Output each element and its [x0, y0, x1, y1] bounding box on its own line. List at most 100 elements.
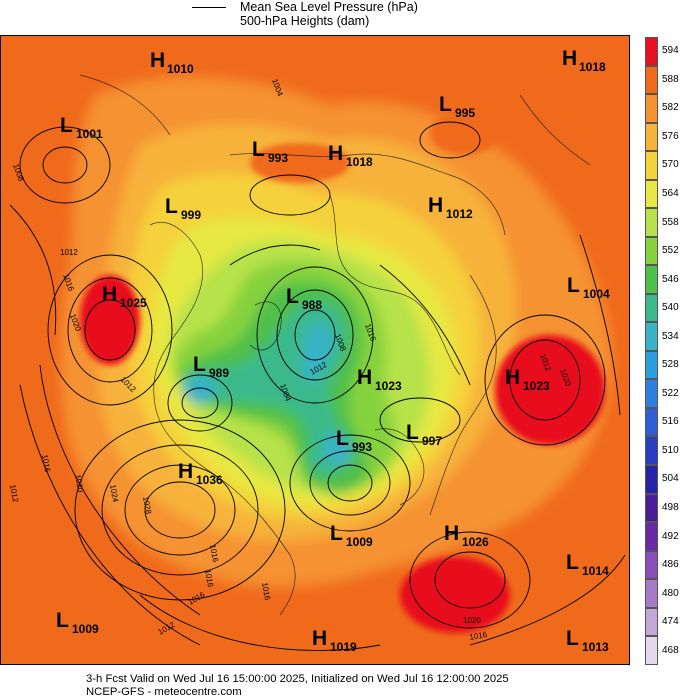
colorbar-cell — [645, 607, 658, 637]
colorbar-cell — [645, 265, 658, 294]
pressure-center-high: H 1019 — [312, 627, 357, 654]
svg-text:993: 993 — [268, 151, 288, 165]
colorbar-cell — [645, 636, 658, 665]
svg-text:1010: 1010 — [167, 62, 194, 76]
pressure-center-low: L 1001 — [60, 114, 103, 141]
isobar-label: 1016 — [469, 630, 489, 642]
pressure-center-low: L 1013 — [566, 627, 609, 654]
colorbar-cell — [645, 522, 658, 551]
isobar-label: 1016 — [260, 582, 272, 602]
svg-text:L: L — [286, 285, 299, 308]
isobar-label: 1012 — [60, 248, 78, 257]
svg-text:H: H — [178, 460, 193, 483]
pressure-center-high: H 1036 — [178, 460, 223, 487]
svg-text:1004: 1004 — [583, 287, 610, 301]
pressure-center-high: H 1018 — [328, 142, 373, 169]
colorbar-level-label: 504 — [662, 473, 679, 485]
isobar-label: 1016 — [208, 544, 220, 564]
colorbar-cell — [645, 379, 658, 408]
colorbar-cell — [645, 464, 658, 494]
svg-text:H: H — [428, 194, 443, 217]
legend-isobar-label: Mean Sea Level Pressure (hPa) — [240, 0, 418, 14]
isobar-label: 1012 — [8, 484, 20, 504]
colorbar-cell — [645, 493, 658, 523]
pressure-center-high: H 1025 — [102, 283, 147, 310]
isobar-label: 1028 — [141, 496, 153, 516]
weather-map: 1008 1004 1012 1016 1020 1012 1016 1020 … — [0, 35, 630, 665]
colorbar-cell — [645, 550, 658, 580]
colorbar-cell — [645, 151, 658, 180]
colorbar-level-label: 588 — [662, 73, 679, 85]
source-credit-text: NCEP-GFS - meteocentre.com — [86, 686, 242, 698]
svg-text:L: L — [336, 427, 349, 450]
colorbar-level-label: 552 — [662, 245, 679, 257]
pressure-center-low: L 993 — [336, 427, 372, 454]
svg-text:995: 995 — [455, 106, 475, 120]
isobar-line-sample — [192, 7, 226, 8]
pressure-center-high: H 1018 — [562, 47, 606, 74]
svg-text:988: 988 — [302, 298, 322, 312]
colorbar-cell — [645, 208, 658, 237]
svg-text:999: 999 — [181, 208, 201, 222]
colorbar-level-label: 576 — [662, 130, 679, 142]
svg-text:1013: 1013 — [582, 640, 609, 654]
colorbar-level-label: 486 — [662, 559, 679, 571]
svg-text:L: L — [330, 522, 343, 545]
svg-text:L: L — [566, 627, 579, 650]
high-height-areas — [80, 111, 605, 633]
svg-text:H: H — [357, 366, 372, 389]
colorbar-cell — [645, 436, 658, 465]
svg-text:H: H — [312, 627, 327, 650]
pressure-center-low: L 1009 — [56, 609, 99, 636]
coastlines — [79, 74, 591, 616]
svg-text:1009: 1009 — [72, 622, 99, 636]
pressure-center-low: L 1009 — [330, 522, 373, 549]
svg-text:L: L — [165, 195, 178, 218]
colorbar-level-label: 480 — [662, 587, 679, 599]
pressure-center-high: H 1026 — [444, 522, 489, 549]
svg-text:1026: 1026 — [462, 535, 489, 549]
colorbar-cell — [645, 322, 658, 351]
colorbar-cell — [645, 407, 658, 437]
forecast-valid-text: 3-h Fcst Valid on Wed Jul 16 15:00:00 20… — [86, 673, 509, 685]
colorbar-level-label: 540 — [662, 302, 679, 314]
svg-text:1023: 1023 — [375, 379, 402, 393]
pressure-center-low: L 988 — [286, 285, 322, 312]
colorbar-level-label: 546 — [662, 273, 679, 285]
pressure-center-low: L 993 — [252, 138, 288, 165]
svg-text:1009: 1009 — [346, 535, 373, 549]
colorbar-level-label: 516 — [662, 416, 679, 428]
pressure-center-low: L 999 — [165, 195, 201, 222]
colorbar-cell — [645, 293, 658, 323]
svg-text:L: L — [566, 551, 579, 574]
svg-text:1036: 1036 — [196, 473, 223, 487]
svg-text:993: 993 — [352, 440, 372, 454]
colorbar-level-label: 474 — [662, 616, 679, 628]
colorbar-cell — [645, 37, 658, 66]
svg-text:L: L — [439, 93, 452, 116]
svg-text:L: L — [406, 421, 419, 444]
colorbar-level-label: 558 — [662, 216, 679, 228]
colorbar-level-label: 492 — [662, 530, 679, 542]
colorbar-level-label: 510 — [662, 444, 679, 456]
svg-text:H: H — [150, 49, 165, 72]
colorbar-level-label: 534 — [662, 330, 679, 342]
svg-text:1025: 1025 — [120, 296, 147, 310]
svg-text:H: H — [562, 47, 577, 70]
svg-text:H: H — [444, 522, 459, 545]
map-frame — [0, 35, 630, 665]
svg-text:1023: 1023 — [523, 379, 550, 393]
svg-text:989: 989 — [209, 366, 229, 380]
pressure-centers: H 1010 H 1018 L 1001 L 995 L 993 H 1018 L 999 H… — [56, 47, 610, 654]
pressure-center-high: H 1023 — [505, 366, 550, 393]
heights-colorbar — [645, 37, 658, 665]
colorbar-cell — [645, 179, 658, 209]
legend-heights-label: 500-hPa Heights (dam) — [240, 14, 370, 28]
svg-text:H: H — [505, 366, 520, 389]
isobar-label: 1020 — [463, 616, 481, 625]
colorbar-level-label: 528 — [662, 359, 679, 371]
colorbar-level-label: 498 — [662, 502, 679, 513]
svg-text:H: H — [102, 283, 117, 306]
svg-text:1018: 1018 — [579, 60, 606, 74]
pressure-center-low: L 989 — [193, 353, 229, 380]
